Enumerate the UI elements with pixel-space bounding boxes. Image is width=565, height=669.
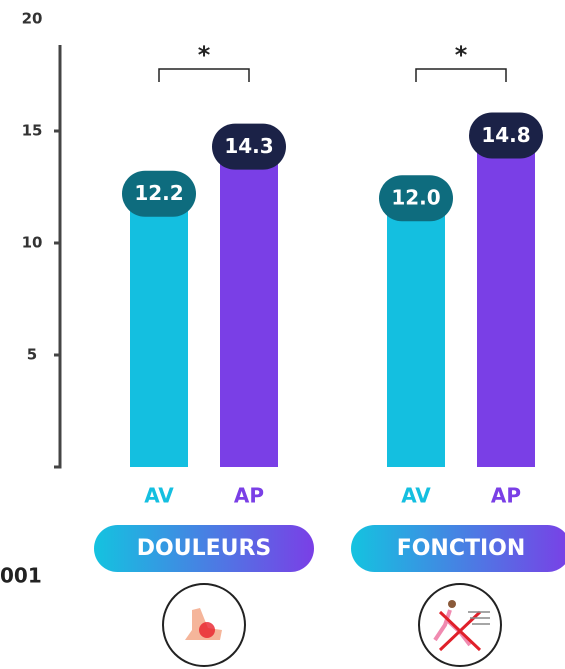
value-label: 14.8 bbox=[481, 123, 530, 147]
y-tick-label: 15 bbox=[22, 122, 43, 140]
series-label: AV bbox=[144, 484, 174, 508]
value-label-bg bbox=[469, 112, 543, 159]
bar bbox=[130, 193, 188, 467]
annotation: 001 bbox=[0, 564, 42, 588]
y-tick-label: 5 bbox=[27, 346, 37, 364]
significance-bracket bbox=[158, 68, 250, 82]
value-label: 12.2 bbox=[134, 181, 183, 205]
value-label: 14.3 bbox=[224, 134, 273, 158]
category-pill bbox=[351, 525, 565, 572]
x-tick-label: FONCTION bbox=[397, 536, 526, 561]
bar bbox=[387, 198, 445, 467]
value-label-bg bbox=[212, 123, 286, 170]
y-tick-label: 20 bbox=[22, 10, 43, 28]
series-label: AP bbox=[234, 484, 264, 508]
y-tick-label: 10 bbox=[22, 234, 43, 252]
value-label: 12.0 bbox=[391, 186, 440, 210]
value-label-bg bbox=[122, 170, 196, 217]
value-label-bg bbox=[379, 175, 453, 222]
significance-bracket bbox=[415, 68, 507, 82]
bar bbox=[477, 135, 535, 468]
icon bbox=[162, 583, 246, 667]
significance-label: * bbox=[455, 41, 468, 69]
category-pill bbox=[94, 525, 314, 572]
significance-label: * bbox=[198, 41, 211, 69]
x-tick-label: DOULEURS bbox=[137, 536, 272, 561]
y-axis bbox=[54, 45, 62, 469]
series-label: AV bbox=[401, 484, 431, 508]
series-label: AP bbox=[491, 484, 521, 508]
bar bbox=[220, 146, 278, 467]
icon bbox=[418, 583, 502, 667]
